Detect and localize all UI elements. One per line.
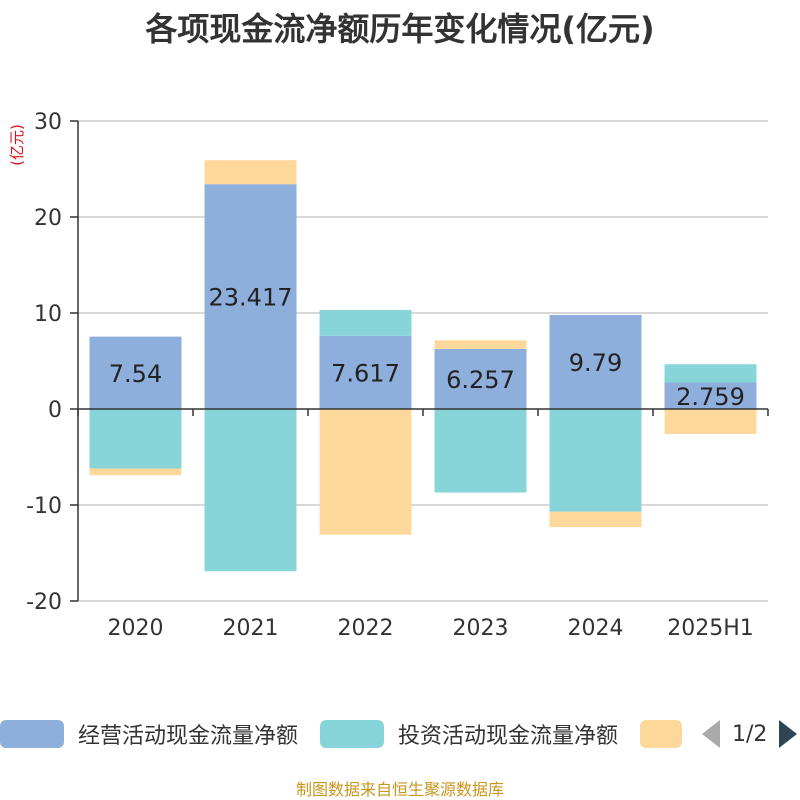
chart-title: 各项现金流净额历年变化情况(亿元)	[145, 10, 655, 48]
legend: 经营活动现金流量净额 投资活动现金流量净额 1/2	[0, 714, 800, 754]
bar-series1-2021	[204, 409, 297, 572]
legend-prev-page-icon[interactable]	[702, 720, 720, 748]
legend-item-operating[interactable]: 经营活动现金流量净额	[0, 714, 298, 754]
bar-series1-2020	[89, 409, 182, 469]
bar-series1-2022	[319, 309, 412, 336]
y-tick-label: -20	[26, 590, 62, 615]
data-label-2022: 7.617	[331, 359, 400, 387]
y-axis-title: (亿元)	[8, 124, 26, 166]
data-label-2023: 6.257	[446, 366, 515, 394]
data-label-2021: 23.417	[209, 284, 293, 312]
bar-series1-2024	[549, 409, 642, 512]
bar-series0-2023	[434, 348, 527, 409]
legend-swatch-investing	[320, 720, 384, 748]
bar-series2-2022	[319, 409, 412, 535]
bar-series0-2020	[89, 336, 182, 409]
legend-pager: 1/2	[702, 714, 798, 754]
legend-item-investing[interactable]: 投资活动现金流量净额	[320, 714, 618, 754]
data-label-2024: 9.79	[569, 349, 622, 377]
legend-swatch-financing	[640, 720, 682, 748]
bar-series0-2024	[549, 315, 642, 409]
y-tick-label: -10	[26, 494, 62, 519]
x-tick-label: 2023	[453, 616, 509, 641]
y-tick-label: 10	[34, 302, 62, 327]
y-tick-label: 20	[34, 206, 62, 231]
bar-series0-2021	[204, 184, 297, 409]
x-tick-label: 2025H1	[667, 616, 754, 641]
legend-label-operating: 经营活动现金流量净额	[78, 724, 299, 749]
x-tick-label: 2024	[568, 616, 624, 641]
legend-next-page-icon[interactable]	[779, 720, 798, 748]
bar-chart: -20 -10 0 10 20 30 (亿元) 2020 2021 2022 2023 2024 202…	[8, 110, 769, 641]
x-tick-label: 2022	[338, 616, 394, 641]
bar-series2-2025H1	[664, 409, 757, 434]
bar-series0-2025H1	[664, 382, 757, 409]
x-tick-label: 2020	[108, 616, 164, 641]
y-tick-label: 30	[34, 110, 62, 135]
bar-series2-2020	[89, 468, 182, 476]
bar-series1-2023	[434, 409, 527, 493]
x-tick-label: 2021	[223, 616, 279, 641]
legend-swatch-operating	[0, 720, 64, 748]
bar-series1-2025H1	[664, 364, 757, 383]
data-label-2025H1: 2.759	[676, 383, 745, 411]
bar-series2-2024	[549, 511, 642, 528]
data-label-2020: 7.54	[109, 360, 162, 388]
y-tick-label: 0	[48, 398, 62, 423]
bar-series2-2023	[434, 340, 527, 349]
legend-page-indicator: 1/2	[732, 721, 768, 747]
legend-item-financing[interactable]	[640, 714, 682, 754]
bar-series2-2021	[204, 160, 297, 185]
bar-series0-2022	[319, 335, 412, 409]
data-source-footer: 制图数据来自恒生聚源数据库	[295, 780, 504, 799]
legend-label-investing: 投资活动现金流量净额	[398, 724, 619, 749]
